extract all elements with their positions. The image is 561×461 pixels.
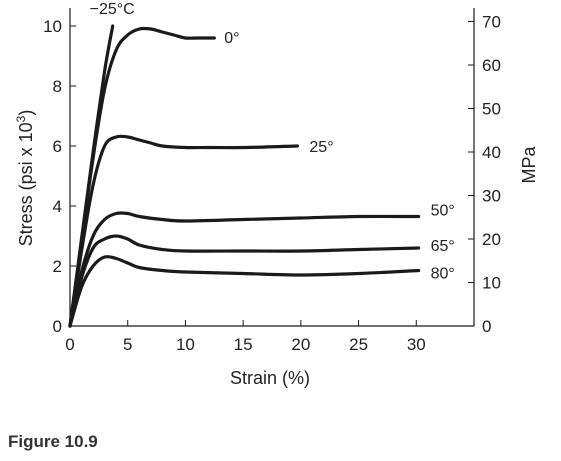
- y-tick-label: 0: [53, 317, 62, 336]
- y2-tick-label: 60: [482, 56, 501, 75]
- y-axis-title-superscript: 3: [14, 115, 28, 122]
- series-4-label: 50°: [431, 203, 455, 220]
- x-tick-label: 0: [65, 335, 74, 354]
- y-tick-label: 4: [53, 197, 62, 216]
- axes: [69, 8, 475, 327]
- x-tick-label: 25: [349, 335, 368, 354]
- series-6-label: 80°: [431, 266, 455, 283]
- y-axis-title-main: Stress (psi x 10: [16, 122, 36, 246]
- x-tick-label: 5: [123, 335, 132, 354]
- y2-tick-label: 70: [482, 12, 501, 31]
- series-6-curve: [68, 254, 421, 328]
- curve-labels: −25°C 0° 25° 50° 65° 80°: [90, 1, 455, 283]
- y2-axis-title: MPa: [519, 146, 539, 184]
- series-5-label: 65°: [431, 238, 455, 255]
- x-tick-label: 20: [291, 335, 310, 354]
- series-1-label: −25°C: [90, 1, 135, 18]
- series-3-label: 25°: [309, 139, 333, 156]
- x-axis-title: Strain (%): [230, 368, 310, 388]
- x-tick-label: 15: [234, 335, 253, 354]
- series-4-curve: [68, 211, 421, 328]
- stress-strain-chart: 0 5 10 15 20 25 30 0 2 4 6 8 10 0 10 20 30 40 50 60 70 −25°C…: [14, 1, 539, 388]
- figure-caption: Figure 10.9: [8, 432, 98, 451]
- y-tick-label: 8: [53, 77, 62, 96]
- y2-tick-label: 20: [482, 230, 501, 249]
- y2-tick-label: 30: [482, 186, 501, 205]
- ticks: 0 5 10 15 20 25 30 0 2 4 6 8 10 0 10 20 30 40 50 60 70: [43, 12, 501, 354]
- y2-tick-label: 50: [482, 99, 501, 118]
- series-2-curve: [68, 26, 216, 328]
- y2-tick-label: 40: [482, 143, 501, 162]
- series-3-curve: [68, 134, 299, 328]
- curves: [68, 24, 421, 328]
- x-tick-label: 10: [176, 335, 195, 354]
- y-tick-label: 6: [53, 137, 62, 156]
- y-tick-label: 10: [43, 17, 62, 36]
- series-2-label: 0°: [224, 30, 239, 47]
- y-tick-label: 2: [53, 257, 62, 276]
- y-axis-title-close: ): [16, 110, 36, 116]
- y2-tick-label: 10: [482, 273, 501, 292]
- x-tick-label: 30: [407, 335, 426, 354]
- y2-tick-label: 0: [482, 317, 491, 336]
- series-5-curve: [68, 234, 421, 328]
- y-axis-title: Stress (psi x 103): [14, 110, 36, 247]
